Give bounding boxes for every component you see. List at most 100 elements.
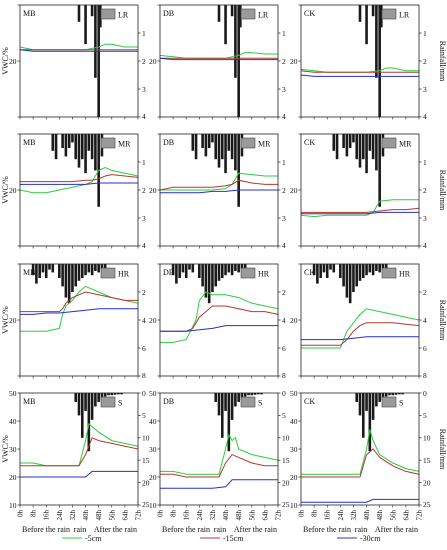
rainfall-bar (71, 134, 74, 143)
badge-swatch (240, 8, 256, 20)
x-tick-label: 72h (135, 510, 143, 521)
rainfall-bar (348, 134, 352, 148)
rainfall-bar (217, 264, 221, 281)
rain-tick-label: 10 (423, 434, 431, 443)
x-tick-label: 48h (376, 510, 384, 521)
rainfall-bar (58, 264, 61, 278)
x-tick-label: 48h (95, 510, 103, 521)
rain-tick-label: 0 (423, 389, 427, 398)
rainfall-bar (365, 264, 368, 276)
rainfall-bar (234, 264, 237, 271)
y-tick-label: 30 (290, 445, 298, 454)
series-line-minus30cm (20, 308, 138, 315)
rainfall-bar (74, 264, 78, 287)
series-line-minus30cm (19, 49, 138, 52)
rain-tick-label: 1 (142, 158, 146, 167)
x-tick-label: 32h (350, 510, 358, 521)
rainfall-bar (375, 264, 378, 271)
rainfall-bar (319, 264, 322, 278)
rainfall-bar (365, 393, 368, 411)
rainfall-bar (84, 134, 87, 174)
rain-tick-label: 10 (282, 434, 290, 443)
rainfall-bar (312, 264, 316, 276)
rain-axis-title: Rainfall/mm (438, 300, 447, 341)
rain-tick-label: 1 (423, 29, 427, 38)
rainfall-bar (220, 134, 224, 160)
series-line-minus30cm (301, 336, 419, 341)
rain-tick-label: 4 (282, 316, 286, 325)
rain-tick-label: 20 (142, 478, 150, 487)
rainfall-bar (247, 393, 250, 396)
rainfall-bar (227, 264, 231, 273)
x-caption-rain: rain (74, 525, 86, 534)
x-tick-label: 72h (275, 510, 283, 521)
y-tick-label: 30 (149, 445, 157, 454)
y-tick-label: 30 (9, 445, 17, 454)
x-tick-label: 0h (157, 510, 165, 518)
series-line-minus5cm (19, 43, 138, 51)
rain-tick-label: 4 (282, 241, 286, 250)
rainfall-bar (230, 5, 234, 17)
x-tick-label: 40h (222, 510, 230, 521)
rainfall-bar (234, 393, 237, 407)
badge-label: S (399, 399, 403, 408)
badge-label: LR (399, 11, 410, 20)
y-tick-label: 10 (290, 501, 298, 510)
rainfall-bar (384, 393, 388, 397)
legend-label: -15cm (223, 534, 244, 543)
rain-tick-label: 4 (142, 316, 146, 325)
y-tick-label: 10 (9, 501, 17, 510)
rainfall-bar (375, 5, 378, 78)
site-label: MB (23, 9, 35, 18)
rain-tick-label: 6 (142, 344, 146, 353)
rainfall-bar (77, 393, 81, 416)
rainfall-bar (332, 264, 336, 273)
x-tick-label: 24h (196, 510, 204, 521)
x-caption-rain: rain (214, 525, 226, 534)
rain-tick-label: 4 (423, 241, 427, 250)
rain-tick-label: 2 (423, 57, 427, 66)
site-label: MB (23, 397, 35, 406)
rainfall-bar (224, 134, 227, 174)
y-tick-label: 50 (149, 389, 157, 398)
rain-tick-label: 1 (282, 158, 286, 167)
rainfall-bar (61, 264, 64, 287)
rain-tick-label: 1 (282, 29, 286, 38)
rainfall-bar (342, 134, 345, 148)
rainfall-bar (84, 5, 87, 45)
series-line-minus5cm (160, 291, 279, 343)
rainfall-bar (378, 134, 381, 207)
badge-swatch (381, 137, 397, 149)
rain-tick-label: 3 (423, 214, 427, 223)
rainfall-bar (345, 264, 349, 298)
rainfall-bar (368, 264, 372, 273)
rainfall-bar (120, 393, 123, 395)
badge-swatch (100, 396, 116, 408)
rain-tick-label: 2 (142, 288, 146, 297)
panel-s-ck: CK S 10 20 30 40 50 0 5 10 15 20 25 0h 8h 16h 24h 32h 40h 4… (290, 389, 431, 534)
rainfall-bar (94, 5, 97, 78)
series-line-minus15cm (160, 453, 278, 478)
rain-tick-label: 3 (282, 214, 286, 223)
series-line-minus5cm (160, 433, 279, 475)
rainfall-bar (211, 264, 214, 292)
rainfall-bar (204, 134, 208, 157)
rain-tick-label: 15 (142, 456, 150, 465)
x-tick-label: 64h (121, 510, 129, 521)
site-label: MB (23, 268, 35, 277)
y-tick-label: 40 (290, 417, 298, 426)
row-axis-titles: VWC/% Rainfall/mm (1, 300, 447, 341)
rain-axis-title: Rainfall/mm (438, 429, 447, 470)
y-tick-label: 40 (9, 417, 17, 426)
y-tick-label: 20 (149, 316, 157, 325)
rainfall-bar (368, 134, 372, 151)
series-line-minus30cm (20, 470, 138, 478)
rainfall-bar (35, 264, 38, 284)
rain-tick-label: 8 (142, 371, 146, 380)
rainfall-bar (388, 393, 391, 396)
panel-hr-db: DB HR 20 2 4 6 8 (149, 263, 286, 380)
rainfall-bar (84, 264, 87, 276)
x-tick-label: 48h (235, 510, 243, 521)
badge-label: S (118, 399, 122, 408)
